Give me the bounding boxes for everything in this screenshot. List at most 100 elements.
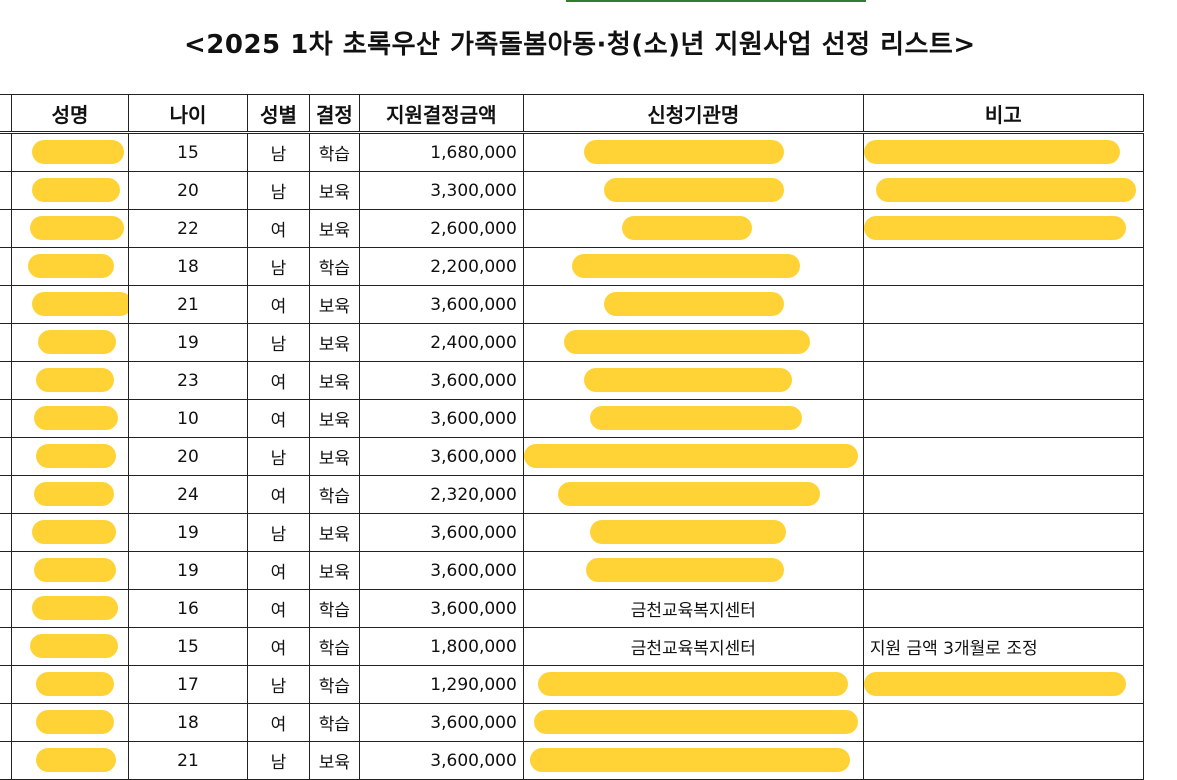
age-cell[interactable]: 10 [128, 399, 248, 438]
amount-cell[interactable]: 2,200,000 [358, 247, 524, 286]
decision-cell[interactable]: 학습 [309, 475, 360, 514]
gender-cell[interactable]: 여 [247, 551, 310, 590]
row-index-cell[interactable] [0, 475, 12, 514]
applicant-name-cell[interactable] [11, 703, 129, 742]
row-index-cell[interactable] [0, 665, 12, 704]
amount-cell[interactable]: 3,300,000 [358, 171, 524, 210]
decision-cell[interactable]: 보육 [309, 551, 360, 590]
decision-cell[interactable]: 학습 [309, 627, 360, 666]
applicant-name-cell[interactable] [11, 475, 129, 514]
row-index-cell[interactable] [0, 132, 12, 172]
column-header-org[interactable]: 신청기관명 [522, 94, 864, 134]
org-cell[interactable] [522, 665, 864, 704]
row-index-cell[interactable] [0, 247, 12, 286]
applicant-name-cell[interactable] [11, 132, 129, 172]
applicant-name-cell[interactable] [11, 247, 129, 286]
decision-cell[interactable]: 학습 [309, 589, 360, 628]
note-cell[interactable] [862, 132, 1144, 172]
amount-cell[interactable]: 3,600,000 [358, 399, 524, 438]
org-cell[interactable] [522, 551, 864, 590]
gender-cell[interactable]: 남 [247, 247, 310, 286]
decision-cell[interactable]: 보육 [309, 209, 360, 248]
org-cell[interactable] [522, 132, 864, 172]
note-cell[interactable] [862, 665, 1144, 704]
org-cell[interactable] [522, 323, 864, 362]
applicant-name-cell[interactable] [11, 209, 129, 248]
gender-cell[interactable]: 여 [247, 703, 310, 742]
amount-cell[interactable]: 2,320,000 [358, 475, 524, 514]
amount-cell[interactable]: 1,290,000 [358, 665, 524, 704]
applicant-name-cell[interactable] [11, 361, 129, 400]
column-header-age[interactable]: 나이 [128, 94, 248, 134]
age-cell[interactable]: 19 [128, 513, 248, 552]
amount-cell[interactable]: 3,600,000 [358, 513, 524, 552]
note-cell[interactable] [862, 589, 1144, 628]
row-index-cell[interactable] [0, 703, 12, 742]
applicant-name-cell[interactable] [11, 589, 129, 628]
gender-cell[interactable]: 남 [247, 513, 310, 552]
decision-cell[interactable]: 보육 [309, 399, 360, 438]
row-index-cell[interactable] [0, 589, 12, 628]
age-cell[interactable]: 19 [128, 551, 248, 590]
note-cell[interactable] [862, 285, 1144, 324]
note-cell[interactable] [862, 513, 1144, 552]
applicant-name-cell[interactable] [11, 323, 129, 362]
row-index-cell[interactable] [0, 209, 12, 248]
age-cell[interactable]: 17 [128, 665, 248, 704]
amount-cell[interactable]: 1,800,000 [358, 627, 524, 666]
age-cell[interactable]: 22 [128, 209, 248, 248]
applicant-name-cell[interactable] [11, 665, 129, 704]
org-cell[interactable] [522, 399, 864, 438]
age-cell[interactable]: 15 [128, 627, 248, 666]
gender-cell[interactable]: 여 [247, 285, 310, 324]
age-cell[interactable]: 21 [128, 285, 248, 324]
gender-cell[interactable]: 여 [247, 627, 310, 666]
applicant-name-cell[interactable] [11, 627, 129, 666]
age-cell[interactable]: 18 [128, 247, 248, 286]
amount-cell[interactable]: 3,600,000 [358, 703, 524, 742]
org-cell[interactable] [522, 285, 864, 324]
gender-cell[interactable]: 남 [247, 437, 310, 476]
row-index-cell[interactable] [0, 323, 12, 362]
age-cell[interactable]: 15 [128, 132, 248, 172]
org-cell[interactable] [522, 361, 864, 400]
note-cell[interactable] [862, 475, 1144, 514]
applicant-name-cell[interactable] [11, 171, 129, 210]
applicant-name-cell[interactable] [11, 437, 129, 476]
gender-cell[interactable]: 남 [247, 323, 310, 362]
amount-cell[interactable]: 3,600,000 [358, 551, 524, 590]
column-header-gender[interactable]: 성별 [247, 94, 310, 134]
note-cell[interactable] [862, 399, 1144, 438]
gender-cell[interactable]: 여 [247, 361, 310, 400]
amount-cell[interactable]: 2,400,000 [358, 323, 524, 362]
decision-cell[interactable]: 학습 [309, 703, 360, 742]
amount-cell[interactable]: 2,600,000 [358, 209, 524, 248]
decision-cell[interactable]: 보육 [309, 323, 360, 362]
decision-cell[interactable]: 학습 [309, 247, 360, 286]
note-cell[interactable] [862, 171, 1144, 210]
org-cell[interactable] [522, 171, 864, 210]
age-cell[interactable]: 24 [128, 475, 248, 514]
age-cell[interactable]: 23 [128, 361, 248, 400]
amount-cell[interactable]: 3,600,000 [358, 437, 524, 476]
amount-cell[interactable]: 3,600,000 [358, 285, 524, 324]
decision-cell[interactable]: 보육 [309, 513, 360, 552]
org-cell[interactable] [522, 209, 864, 248]
amount-cell[interactable]: 3,600,000 [358, 361, 524, 400]
note-cell[interactable] [862, 361, 1144, 400]
org-cell[interactable] [522, 475, 864, 514]
row-index-cell[interactable] [0, 399, 12, 438]
applicant-name-cell[interactable] [11, 551, 129, 590]
decision-cell[interactable]: 학습 [309, 665, 360, 704]
decision-cell[interactable]: 보육 [309, 171, 360, 210]
row-index-cell[interactable] [0, 551, 12, 590]
org-cell[interactable] [522, 703, 864, 742]
age-cell[interactable]: 20 [128, 171, 248, 210]
gender-cell[interactable]: 여 [247, 209, 310, 248]
note-cell[interactable] [862, 209, 1144, 248]
note-cell[interactable] [862, 703, 1144, 742]
row-index-cell[interactable] [0, 513, 12, 552]
gender-cell[interactable]: 남 [247, 665, 310, 704]
gender-cell[interactable]: 여 [247, 589, 310, 628]
org-cell[interactable] [522, 247, 864, 286]
